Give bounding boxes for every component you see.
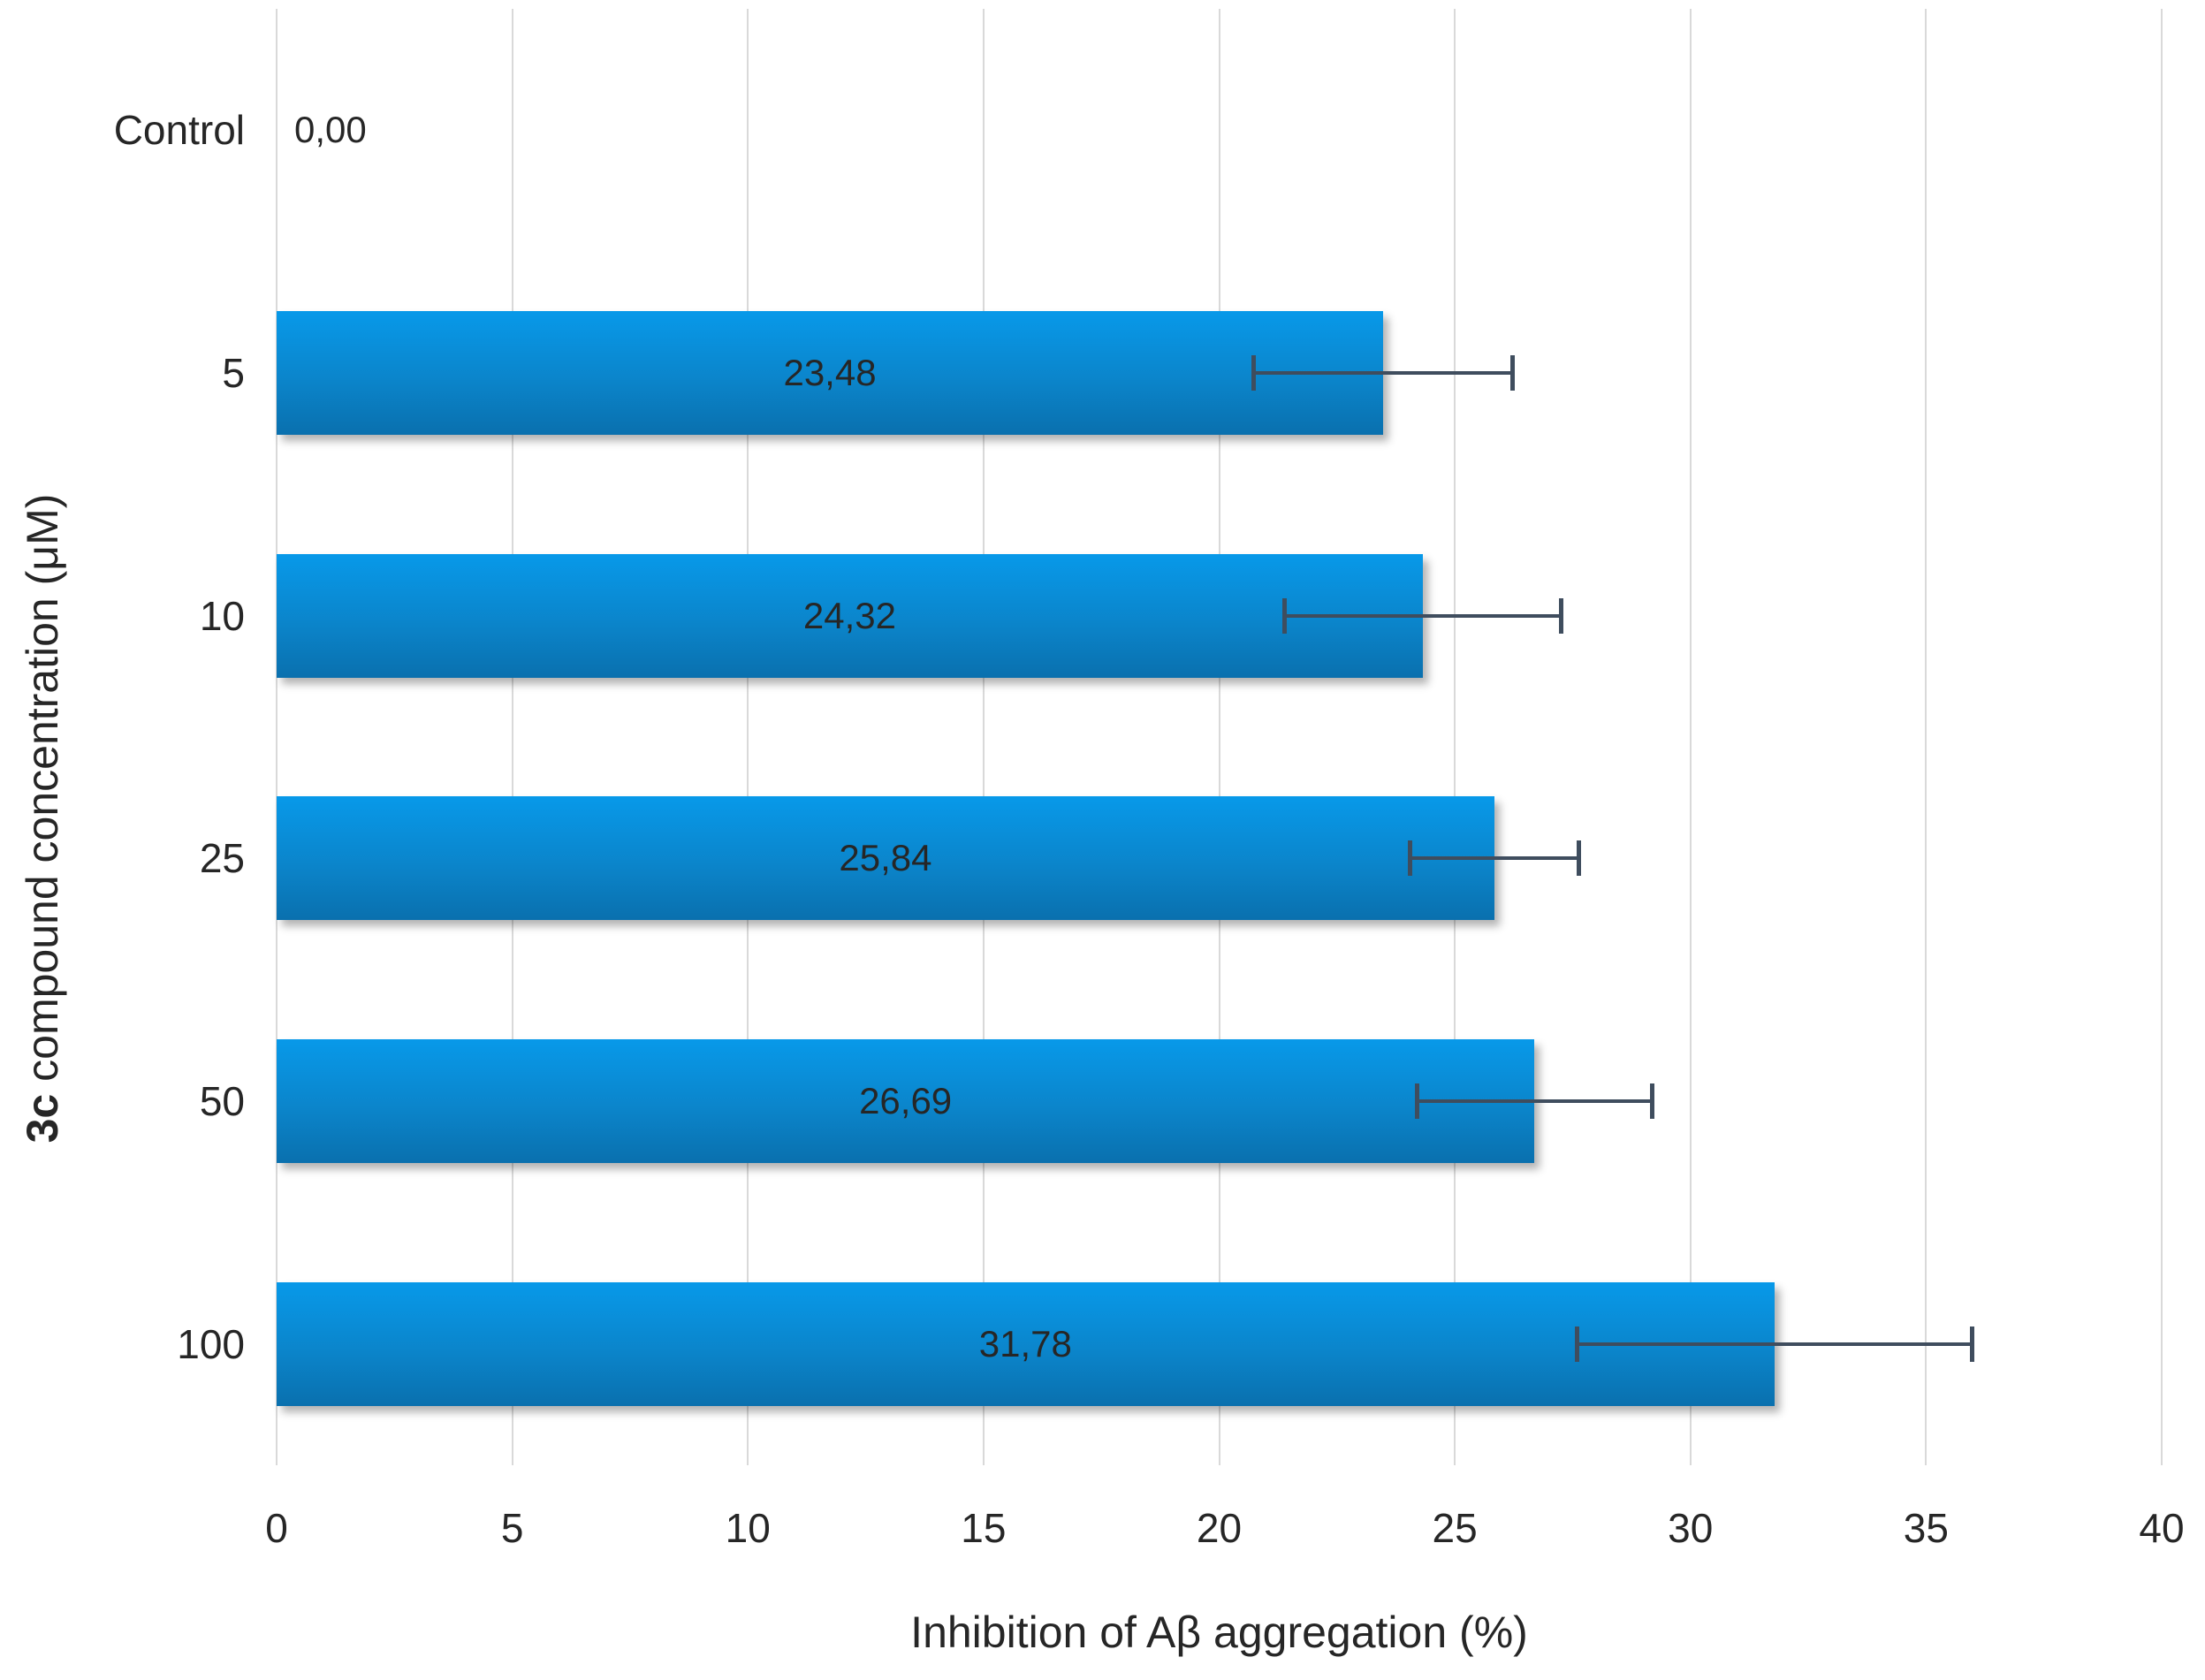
bar-5 bbox=[277, 311, 1384, 435]
error-bar-25 bbox=[1409, 856, 1579, 861]
error-bar-cap-right-5 bbox=[1509, 355, 1515, 391]
error-bar-cap-right-10 bbox=[1559, 597, 1564, 634]
data-label-100: 31,78 bbox=[978, 1322, 1072, 1365]
gridline-0 bbox=[276, 9, 278, 1465]
error-bar-cap-right-25 bbox=[1576, 840, 1581, 877]
error-bar-cap-left-5 bbox=[1251, 355, 1257, 391]
error-bar-10 bbox=[1283, 613, 1563, 618]
error-bar-5 bbox=[1253, 371, 1513, 375]
gridline-35 bbox=[1925, 9, 1927, 1465]
gridline-15 bbox=[982, 9, 985, 1465]
category-label-control: Control bbox=[113, 107, 245, 154]
gridline-30 bbox=[1689, 9, 1692, 1465]
gridline-5 bbox=[511, 9, 513, 1465]
error-bar-cap-right-50 bbox=[1649, 1083, 1654, 1119]
category-label-25: 25 bbox=[199, 835, 245, 882]
x-tick-label-5: 5 bbox=[500, 1505, 524, 1551]
y-axis-title-compound: 3c bbox=[18, 1093, 67, 1144]
x-tick-label-35: 35 bbox=[1903, 1505, 1949, 1551]
x-tick-label-40: 40 bbox=[2139, 1505, 2185, 1551]
bar-25 bbox=[277, 796, 1494, 921]
category-label-10: 10 bbox=[199, 592, 245, 639]
data-label-5: 23,48 bbox=[783, 352, 877, 393]
x-tick-label-10: 10 bbox=[725, 1505, 771, 1551]
gridline-40 bbox=[2161, 9, 2163, 1465]
data-label-25: 25,84 bbox=[839, 837, 932, 879]
x-tick-label-20: 20 bbox=[1196, 1505, 1243, 1551]
error-bar-cap-right-100 bbox=[1969, 1326, 1974, 1362]
category-label-100: 100 bbox=[177, 1320, 245, 1367]
gridline-10 bbox=[747, 9, 749, 1465]
error-bar-cap-left-50 bbox=[1414, 1083, 1419, 1119]
error-bar-cap-left-100 bbox=[1574, 1326, 1579, 1362]
category-label-50: 50 bbox=[199, 1078, 245, 1124]
x-tick-label-0: 0 bbox=[265, 1505, 288, 1551]
bar-50 bbox=[277, 1039, 1535, 1163]
gridline-20 bbox=[1218, 9, 1220, 1465]
category-label-5: 5 bbox=[222, 350, 245, 396]
error-bar-cap-left-10 bbox=[1281, 597, 1287, 634]
data-label-50: 26,69 bbox=[859, 1080, 953, 1121]
data-label-10: 24,32 bbox=[802, 594, 896, 636]
error-bar-100 bbox=[1576, 1342, 1973, 1346]
gridline-25 bbox=[1454, 9, 1456, 1465]
bar-100 bbox=[277, 1281, 1775, 1406]
error-bar-50 bbox=[1416, 1099, 1653, 1103]
y-axis-title-rest: compound concentration (μM) bbox=[18, 493, 67, 1094]
error-bar-cap-left-25 bbox=[1407, 840, 1412, 877]
bar-10 bbox=[277, 553, 1423, 678]
x-axis-title: Inhibition of Aβ aggregation (%) bbox=[910, 1608, 1528, 1657]
x-tick-label-25: 25 bbox=[1432, 1505, 1478, 1551]
x-tick-label-15: 15 bbox=[961, 1505, 1007, 1551]
x-tick-label-30: 30 bbox=[1668, 1505, 1714, 1551]
y-axis-title: 3c compound concentration (μM) bbox=[17, 494, 68, 1144]
data-label-control: 0,00 bbox=[294, 109, 367, 151]
